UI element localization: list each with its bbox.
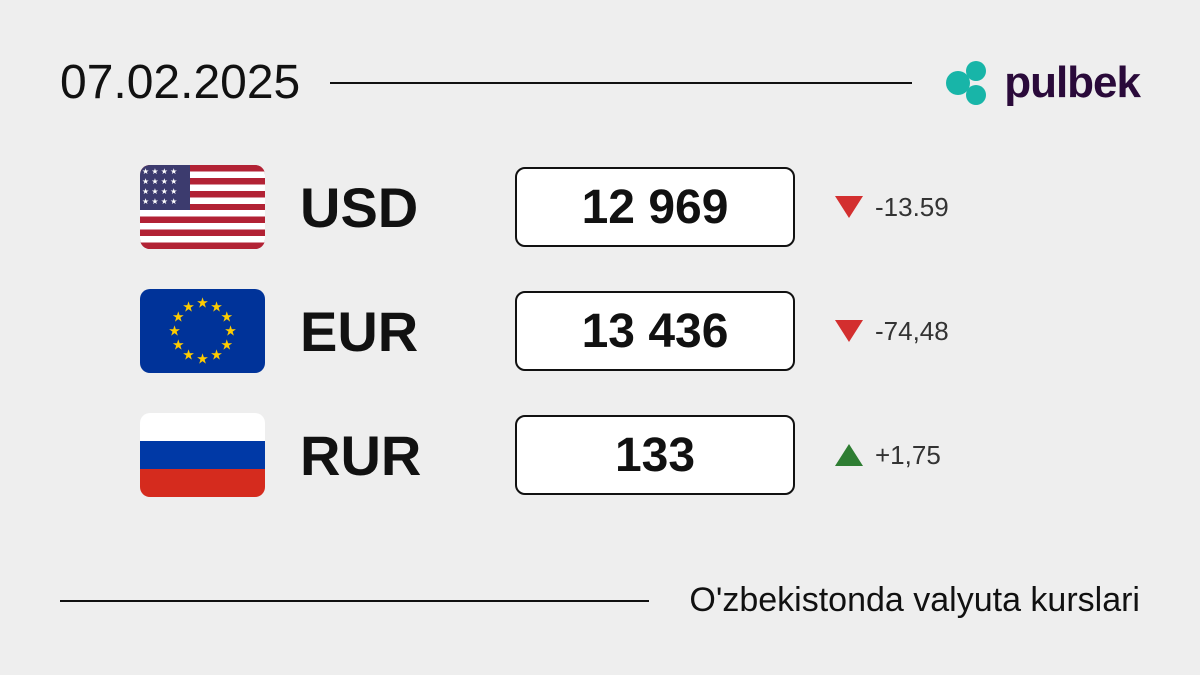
arrow-down-icon [835, 196, 863, 218]
delta-value: +1,75 [875, 440, 941, 471]
rates-list: USD 12 969 -13.59 ★★★★★★★★★★★★ EUR 13 43… [0, 110, 1200, 497]
delta: -13.59 [835, 192, 949, 223]
header: 07.02.2025 pulbek [0, 0, 1200, 110]
brand-name: pulbek [1004, 58, 1140, 108]
rate-value-box: 13 436 [515, 291, 795, 371]
date-label: 07.02.2025 [60, 55, 300, 110]
caption-label: O'zbekistonda valyuta kurslari [689, 581, 1140, 620]
rate-value-box: 12 969 [515, 167, 795, 247]
rate-row-usd: USD 12 969 -13.59 [140, 165, 1140, 249]
brand-logo: pulbek [942, 57, 1140, 109]
header-rule [330, 82, 912, 84]
footer: O'zbekistonda valyuta kurslari [60, 581, 1140, 620]
delta-value: -13.59 [875, 192, 949, 223]
flag-ru-icon [140, 413, 265, 497]
rate-row-rur: RUR 133 +1,75 [140, 413, 1140, 497]
currency-code: USD [300, 175, 475, 240]
currency-code: EUR [300, 299, 475, 364]
rate-row-eur: ★★★★★★★★★★★★ EUR 13 436 -74,48 [140, 289, 1140, 373]
flag-us-icon [140, 165, 265, 249]
delta: -74,48 [835, 316, 949, 347]
rate-value-box: 133 [515, 415, 795, 495]
arrow-down-icon [835, 320, 863, 342]
currency-code: RUR [300, 423, 475, 488]
flag-eu-icon: ★★★★★★★★★★★★ [140, 289, 265, 373]
delta: +1,75 [835, 440, 941, 471]
delta-value: -74,48 [875, 316, 949, 347]
footer-rule [60, 600, 649, 602]
brand-icon [942, 57, 994, 109]
arrow-up-icon [835, 444, 863, 466]
